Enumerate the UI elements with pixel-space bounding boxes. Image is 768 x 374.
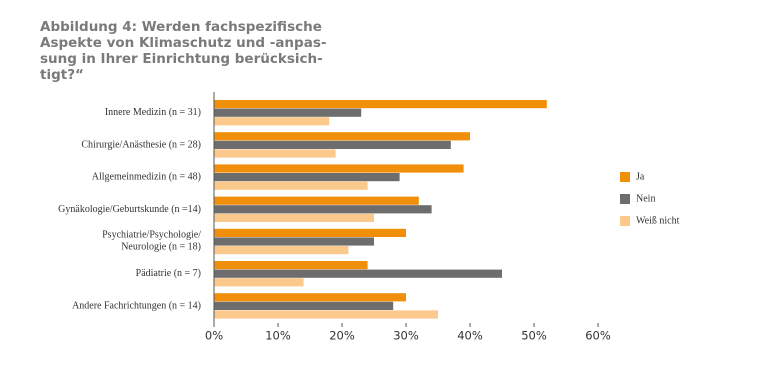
bar [214, 140, 451, 149]
y-tick-label: Allgemeinmedizin (n = 48) [92, 172, 201, 183]
bar [214, 310, 438, 319]
chart-title: Aspekte von Klimaschutz und -anpas- [40, 35, 326, 51]
bar [214, 293, 406, 302]
bar [214, 278, 304, 287]
legend-label: Weiß nicht [636, 215, 680, 226]
y-tick-label: Psychiatrie/Psychologie/Neurologie (n = … [102, 230, 201, 253]
y-tick-label: Pädiatrie (n = 7) [136, 268, 201, 279]
x-tick-label: 0% [205, 329, 223, 343]
bar [214, 181, 368, 190]
bar [214, 196, 419, 205]
x-tick-label: 60% [585, 329, 611, 343]
legend-swatch [620, 216, 630, 226]
bar [214, 132, 470, 141]
legend-swatch [620, 194, 630, 204]
chart-title: Abbildung 4: Werden fachspezifische [40, 19, 322, 35]
chart-title: tigt?“ [40, 67, 84, 83]
bar [214, 117, 330, 126]
x-tick-label: 20% [329, 329, 355, 343]
bar [214, 100, 547, 109]
bar [214, 261, 368, 270]
x-tick-label: 40% [457, 329, 483, 343]
x-tick-label: 30% [393, 329, 419, 343]
y-tick-label: Gynäkologie/Geburtskunde (n =14) [58, 204, 201, 215]
legend-label: Nein [636, 193, 655, 204]
bar [214, 269, 502, 278]
x-tick-label: 10% [265, 329, 291, 343]
bar [214, 164, 464, 173]
y-tick-label: Chirurgie/Anästhesie (n = 28) [81, 139, 201, 150]
bar [214, 246, 349, 255]
bar [214, 301, 394, 310]
legend-label: Ja [636, 171, 645, 182]
chart-title: sung in Ihrer Einrichtung berücksich- [40, 51, 323, 67]
y-tick-label: Innere Medizin (n = 31) [105, 107, 201, 118]
legend-swatch [620, 172, 630, 182]
y-tick-label: Andere Fachrichtungen (n = 14) [72, 300, 201, 311]
x-tick-label: 50% [521, 329, 547, 343]
bar [214, 149, 336, 158]
bar [214, 173, 400, 182]
bar [214, 108, 362, 117]
bar [214, 213, 374, 222]
bar [214, 228, 406, 237]
bar [214, 205, 432, 214]
bar [214, 237, 374, 246]
